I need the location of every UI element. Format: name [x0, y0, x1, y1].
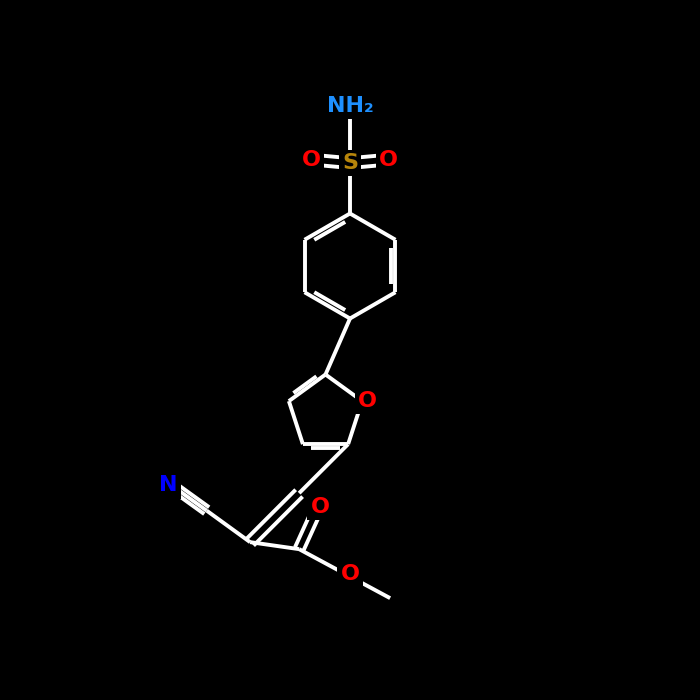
- Text: O: O: [341, 564, 360, 584]
- Text: S: S: [342, 153, 358, 173]
- Text: O: O: [302, 150, 321, 169]
- Text: O: O: [358, 391, 377, 411]
- Text: NH₂: NH₂: [327, 96, 373, 116]
- Text: N: N: [159, 475, 178, 496]
- Text: O: O: [311, 497, 330, 517]
- Text: O: O: [379, 150, 398, 169]
